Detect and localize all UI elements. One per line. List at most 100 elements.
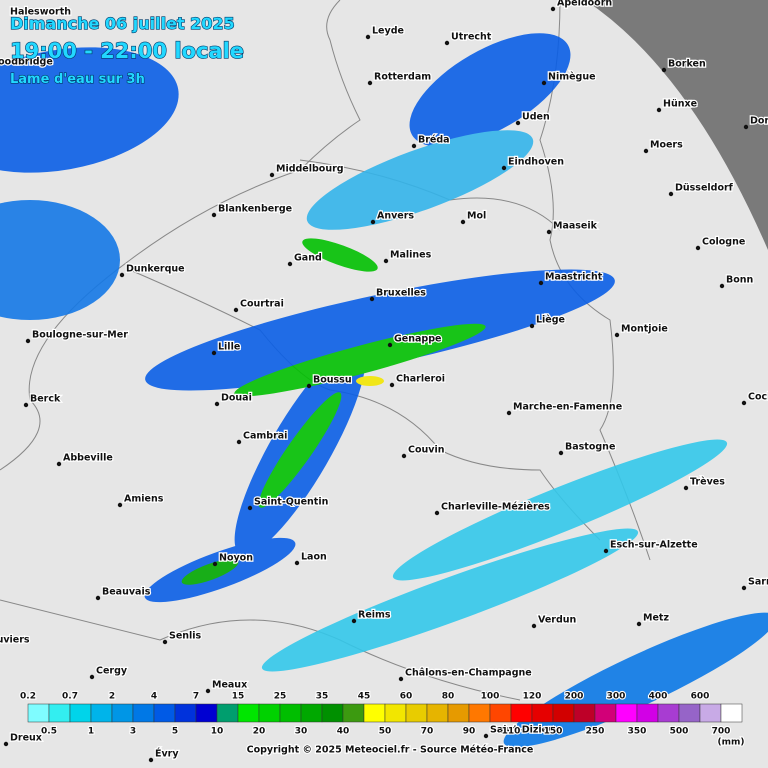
city-label: Trèves <box>690 477 725 488</box>
legend-threshold: 0.2 <box>20 692 36 702</box>
city-label: Bruxelles <box>376 288 426 299</box>
city-dot <box>444 40 450 46</box>
city-dot <box>411 143 417 149</box>
city-dot <box>306 383 312 389</box>
city-label: Laon <box>301 552 327 563</box>
city-label: Courtrai <box>240 299 284 310</box>
city-dot <box>117 502 123 508</box>
city-label: Noyon <box>219 553 253 564</box>
legend-threshold: 0.7 <box>62 692 78 702</box>
city-label: Charleroi <box>396 374 445 385</box>
city-label: Berck <box>30 394 61 405</box>
city-label: Moers <box>650 140 683 151</box>
city-dot <box>515 120 521 126</box>
legend-threshold: 70 <box>421 727 434 737</box>
city-dot <box>483 733 489 739</box>
city-label: Charleville-Mézières <box>441 502 550 513</box>
legend-swatch <box>342 703 365 723</box>
city-label: Hünxe <box>663 99 697 110</box>
legend-swatch <box>678 703 701 723</box>
legend-swatch <box>300 703 323 723</box>
legend-swatch <box>321 703 344 723</box>
title-block: Dimanche 06 juillet 2025 19:00 - 22:00 l… <box>9 13 244 87</box>
city-label: Boulogne-sur-Mer <box>32 330 128 341</box>
city-dot <box>643 148 649 154</box>
legend-threshold: 0.5 <box>41 727 57 737</box>
city-label: Châlons-en-Champagne <box>405 668 532 679</box>
legend-swatch <box>258 703 281 723</box>
city-dot <box>214 401 220 407</box>
subtitle: Lame d'eau sur 3h <box>10 72 145 87</box>
city-dot <box>25 338 31 344</box>
legend-threshold: 10 <box>211 727 224 737</box>
city-dot <box>247 505 253 511</box>
city-dot <box>603 548 609 554</box>
city-label: Middelbourg <box>276 164 344 175</box>
legend-swatch <box>405 703 428 723</box>
legend-threshold: 30 <box>295 727 308 737</box>
city-label: Cochem <box>748 392 768 403</box>
city-dot <box>236 439 242 445</box>
legend-swatch <box>657 703 680 723</box>
legend-threshold: 90 <box>463 727 476 737</box>
city-label: Louviers <box>0 635 30 646</box>
city-dot <box>205 688 211 694</box>
legend-swatch <box>111 703 134 723</box>
city-label: Lille <box>218 342 240 353</box>
legend-swatch <box>447 703 470 723</box>
city-label: Marche-en-Famenne <box>513 402 622 413</box>
city-dot <box>383 258 389 264</box>
legend-threshold: 3 <box>130 727 136 737</box>
legend-threshold: 60 <box>400 692 413 702</box>
legend-threshold: 250 <box>586 727 605 737</box>
city-label: Maastricht <box>545 272 603 283</box>
legend-threshold: 300 <box>607 692 626 702</box>
legend-swatch <box>489 703 512 723</box>
legend-threshold: 700 <box>712 727 731 737</box>
city-dot <box>294 560 300 566</box>
city-dot <box>269 172 275 178</box>
city-dot <box>636 621 642 627</box>
city-dot <box>614 332 620 338</box>
city-label: Couvin <box>408 445 445 456</box>
city-label: Senlis <box>169 631 202 642</box>
legend-swatch <box>594 703 617 723</box>
city-dot <box>501 165 507 171</box>
legend-swatch <box>90 703 113 723</box>
city-label: Cergy <box>96 666 128 677</box>
city-dot <box>741 585 747 591</box>
legend-threshold: 50 <box>379 727 392 737</box>
city-dot <box>95 595 101 601</box>
city-label: Eindhoven <box>508 157 564 168</box>
city-dot <box>369 296 375 302</box>
city-dot <box>538 280 544 286</box>
legend-threshold: 500 <box>670 727 689 737</box>
legend-swatch <box>699 703 722 723</box>
city-label: Esch-sur-Alzette <box>610 540 698 551</box>
city-dot <box>719 283 725 289</box>
city-label: Anvers <box>377 211 414 222</box>
legend-threshold: 2 <box>109 692 115 702</box>
legend-threshold: 7 <box>193 692 199 702</box>
legend-threshold: 4 <box>151 692 157 702</box>
city-label: Apeldoorn <box>557 0 612 9</box>
city-label: Borken <box>668 59 706 70</box>
city-dot <box>656 107 662 113</box>
city-label: Gand <box>294 253 322 264</box>
legend-unit: (mm) <box>718 738 745 748</box>
city-label: Cambrai <box>243 431 287 442</box>
legend-threshold: 15 <box>232 692 245 702</box>
city-dot <box>460 219 466 225</box>
legend-threshold: 150 <box>544 727 563 737</box>
city-label: Nimègue <box>548 72 596 83</box>
city-label: Dreux <box>10 733 42 744</box>
city-dot <box>351 618 357 624</box>
city-label: Bastogne <box>565 442 615 453</box>
city-dot <box>211 212 217 218</box>
city-dot <box>287 261 293 267</box>
city-label: Meaux <box>212 680 247 691</box>
legend-swatch <box>468 703 491 723</box>
legend-swatch <box>279 703 302 723</box>
